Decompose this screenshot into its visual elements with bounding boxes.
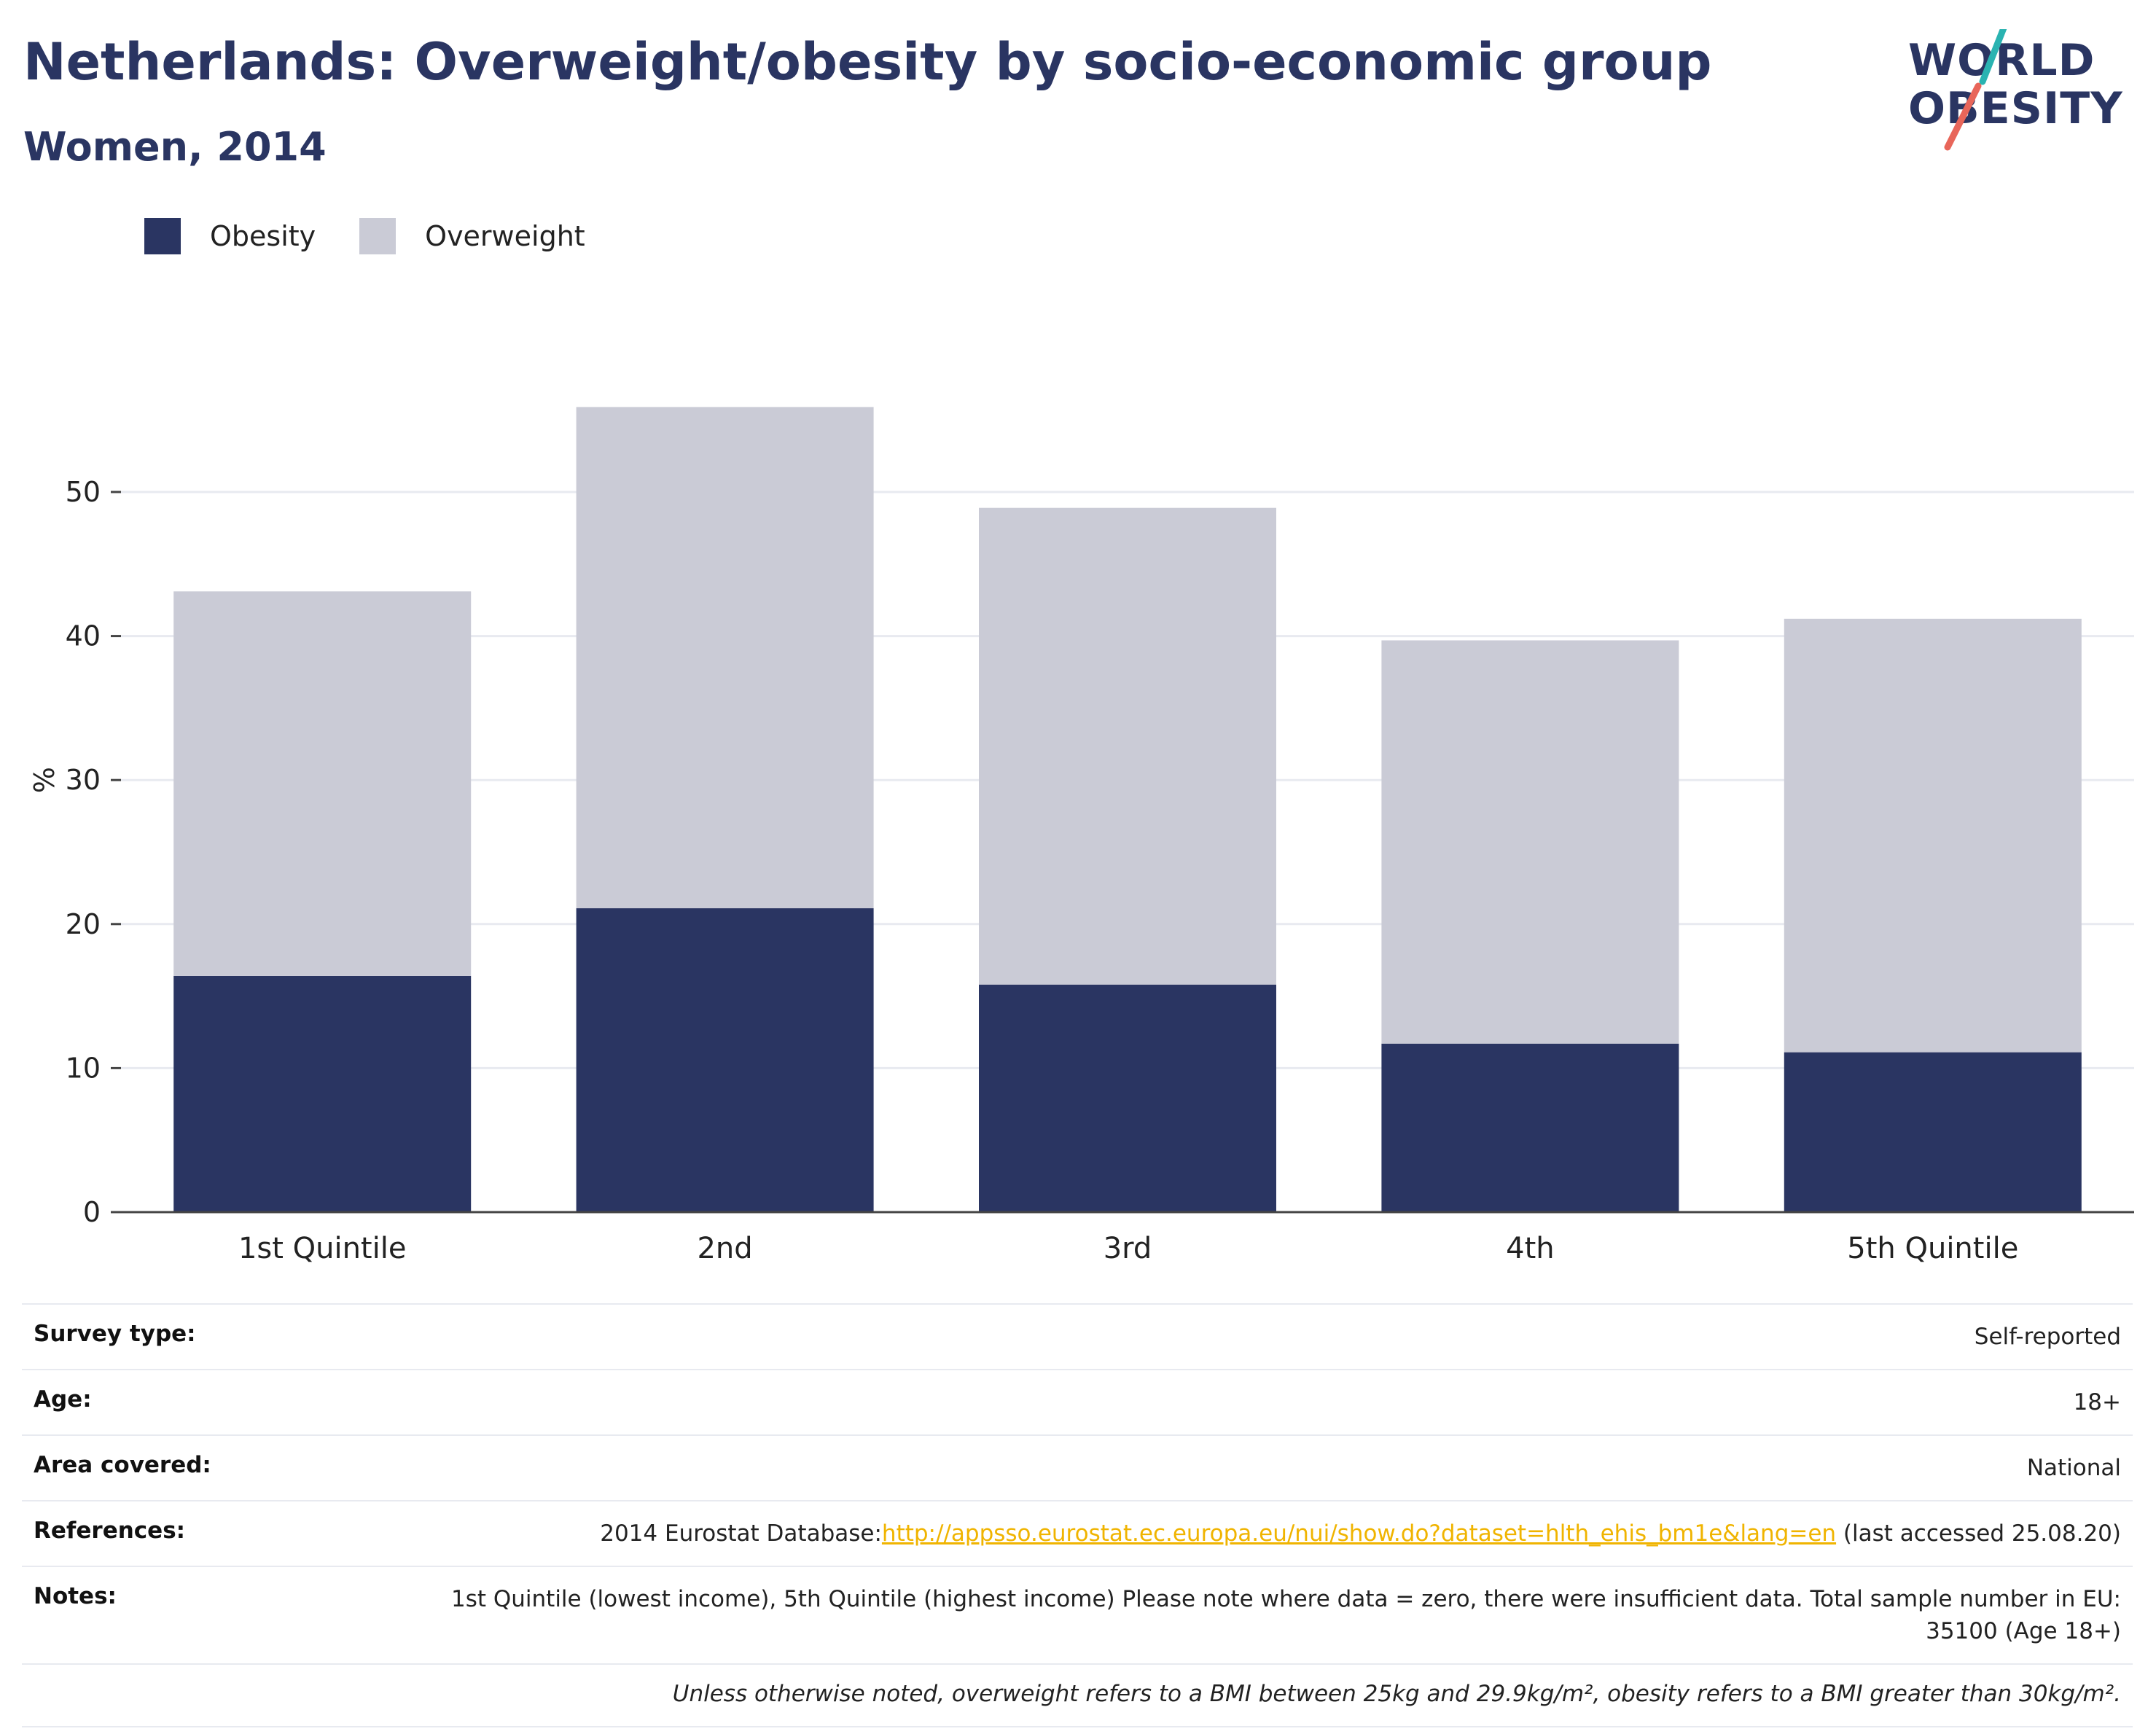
reference-prefix: 2014 Eurostat Database: <box>600 1520 882 1547</box>
info-label: Age: <box>34 1386 92 1413</box>
bar-obesity-2 <box>576 908 874 1212</box>
info-row-area-covered: Area covered: National <box>22 1434 2133 1500</box>
info-table: Survey type: Self-reported Age: 18+ Area… <box>22 1303 2133 1727</box>
chart-legend: Obesity Overweight <box>144 217 629 255</box>
y-tick-label-30: 30 <box>66 764 101 796</box>
info-value: National <box>2026 1455 2121 1481</box>
info-value: 18+ <box>2073 1389 2121 1415</box>
info-footnote: Unless otherwise noted, overweight refer… <box>22 1663 2133 1727</box>
info-label: References: <box>34 1518 186 1544</box>
y-tick-label-40: 40 <box>66 620 101 652</box>
y-tick-label-50: 50 <box>66 476 101 508</box>
info-row-references: References: 2014 Eurostat Database:http:… <box>22 1500 2133 1566</box>
info-label: Notes: <box>34 1583 117 1609</box>
info-value: Self-reported <box>1974 1324 2121 1350</box>
bar-obesity-3 <box>979 984 1276 1212</box>
world-obesity-logo: WORLD OBESITY <box>1902 29 2136 160</box>
x-axis-labels: 1st Quintile 2nd 3rd 4th 5th Quintile <box>238 1232 2018 1265</box>
chart-subtitle: Women, 2014 <box>23 124 327 170</box>
x-tick-label-3: 3rd <box>1104 1232 1152 1265</box>
chart-title: Netherlands: Overweight/obesity by socio… <box>23 32 1712 92</box>
info-label: Area covered: <box>34 1452 211 1478</box>
info-row-notes: Notes: 1st Quintile (lowest income), 5th… <box>22 1566 2133 1663</box>
logo-text-world: WORLD <box>1908 35 2096 86</box>
info-value: 1st Quintile (lowest income), 5th Quinti… <box>450 1586 2121 1644</box>
info-row-survey-type: Survey type: Self-reported <box>22 1303 2133 1369</box>
bar-obesity-4 <box>1381 1043 1679 1212</box>
y-axis-ticks: 0 10 20 30 40 50 <box>66 476 121 1228</box>
bar-overweight-3 <box>979 507 1276 985</box>
legend-label-obesity: Obesity <box>210 220 316 252</box>
bar-overweight-2 <box>576 407 874 909</box>
footnote-text: Unless otherwise noted, overweight refer… <box>672 1681 2121 1707</box>
info-label: Survey type: <box>34 1321 196 1347</box>
legend-label-overweight: Overweight <box>425 220 585 252</box>
y-tick-label-0: 0 <box>83 1196 101 1228</box>
x-tick-label-2: 2nd <box>697 1232 752 1265</box>
x-tick-label-5: 5th Quintile <box>1847 1232 2018 1265</box>
reference-link[interactable]: http://appsso.eurostat.ec.europa.eu/nui/… <box>881 1520 1837 1547</box>
info-row-age: Age: 18+ <box>22 1369 2133 1434</box>
legend-swatch-obesity <box>144 218 181 254</box>
y-tick-label-10: 10 <box>66 1052 101 1084</box>
bar-obesity-5 <box>1784 1052 2082 1212</box>
logo-slash-icon <box>1944 29 2007 151</box>
logo-text-obesity: OBESITY <box>1908 83 2123 134</box>
legend-swatch-overweight <box>359 218 397 254</box>
x-tick-label-1: 1st Quintile <box>238 1232 407 1265</box>
reference-suffix: (last accessed 25.08.20) <box>1836 1520 2121 1547</box>
bar-overweight-5 <box>1784 618 2082 1052</box>
bar-overweight-4 <box>1381 640 1679 1044</box>
y-tick-label-20: 20 <box>66 908 101 940</box>
chart-bars <box>173 407 2082 1212</box>
bar-obesity-1 <box>173 975 472 1212</box>
bar-overweight-1 <box>173 591 472 976</box>
stacked-bar-chart: 0 10 20 30 40 50 1st Quintile 2nd 3rd 4th 5th Qui… <box>28 407 2134 1265</box>
y-axis-title: % <box>28 767 60 793</box>
legend-item-obesity: Obesity <box>144 218 316 254</box>
legend-item-overweight: Overweight <box>359 218 585 254</box>
info-value: 2014 Eurostat Database:http://appsso.eur… <box>600 1518 2121 1550</box>
x-tick-label-4: 4th <box>1506 1232 1554 1265</box>
